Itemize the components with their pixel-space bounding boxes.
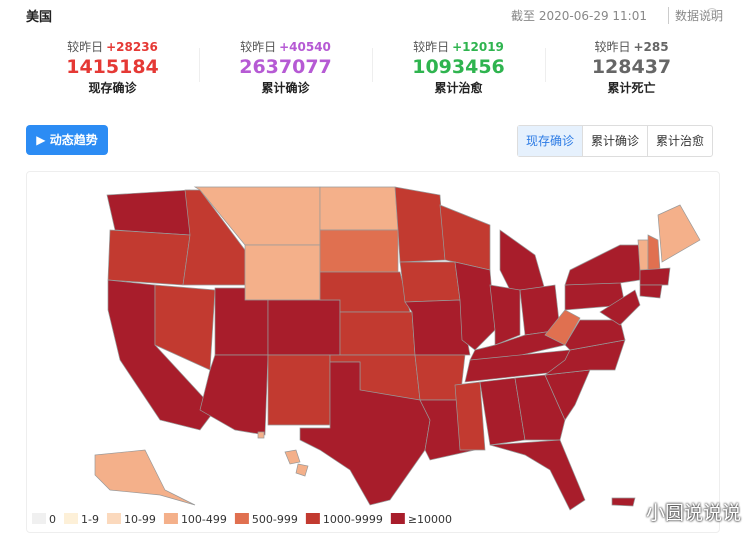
legend-swatch (163, 513, 178, 524)
stat: 较昨日 +28236 1415184 现存确诊 (26, 38, 199, 96)
legend-label: 1-9 (81, 513, 99, 526)
stat-value: 1093456 (412, 56, 505, 78)
trend-label: 动态趋势 (49, 133, 98, 147)
legend-label: 10-99 (124, 513, 156, 526)
map-panel (26, 171, 720, 533)
stat: 较昨日 +40540 2637077 累计确诊 (199, 38, 372, 96)
tab[interactable]: 现存确诊 (518, 126, 583, 156)
legend-swatch (32, 513, 46, 524)
stat: 较昨日 +285 128437 累计死亡 (545, 38, 718, 96)
compare-label: 较昨日 (413, 40, 450, 54)
region-title: 美国 (26, 10, 53, 25)
delta: +285 (633, 40, 669, 54)
delta: +40540 (279, 40, 331, 54)
stat: 较昨日 +12019 1093456 累计治愈 (372, 38, 545, 96)
legend-swatch (64, 513, 78, 524)
stat-value: 2637077 (239, 56, 332, 78)
stat-compare: 较昨日 +12019 (372, 38, 545, 55)
stat-compare: 较昨日 +285 (545, 38, 718, 55)
legend-label: 500-999 (252, 513, 298, 526)
divider (199, 48, 200, 82)
delta: +12019 (452, 40, 504, 54)
legend-swatch (106, 513, 121, 524)
divider (545, 48, 546, 82)
delta: +28236 (106, 40, 158, 54)
states (94, 186, 701, 511)
compare-label: 较昨日 (240, 40, 277, 54)
watermark: 小圆说说说 (645, 502, 741, 524)
tab[interactable]: 累计确诊 (582, 126, 647, 156)
help-icon[interactable]: ? (706, 8, 718, 20)
stat-compare: 较昨日 +28236 (26, 38, 199, 55)
legend: 0 1-9 10-99 100-499 500-999 1000-9999 ≥10000 (32, 513, 452, 526)
legend-swatch (390, 513, 405, 524)
compare-label: 较昨日 (594, 40, 631, 54)
timestamp: 截至 2020-06-29 11:01 (511, 9, 647, 23)
divider (372, 48, 373, 82)
legend-swatch (305, 513, 320, 524)
tab[interactable]: 累计治愈 (647, 126, 712, 156)
legend-label: 100-499 (181, 513, 227, 526)
legend-label: ≥10000 (408, 513, 452, 526)
stat-label: 累计死亡 (607, 81, 656, 95)
stat-compare: 较昨日 +40540 (199, 38, 372, 55)
stat-value: 1415184 (66, 56, 159, 78)
legend-label: 0 (49, 513, 56, 526)
compare-label: 较昨日 (67, 40, 104, 54)
tabs: 现存确诊 累计确诊 累计治愈 (517, 125, 714, 157)
stat-label: 累计确诊 (261, 81, 310, 95)
legend-label: 1000-9999 (323, 513, 383, 526)
stat-label: 现存确诊 (88, 81, 137, 95)
stat-label: 累计治愈 (434, 81, 483, 95)
stat-value: 128437 (591, 56, 672, 78)
trend-button[interactable]: ▶ 动态趋势 (26, 125, 108, 155)
legend-swatch (234, 513, 249, 524)
